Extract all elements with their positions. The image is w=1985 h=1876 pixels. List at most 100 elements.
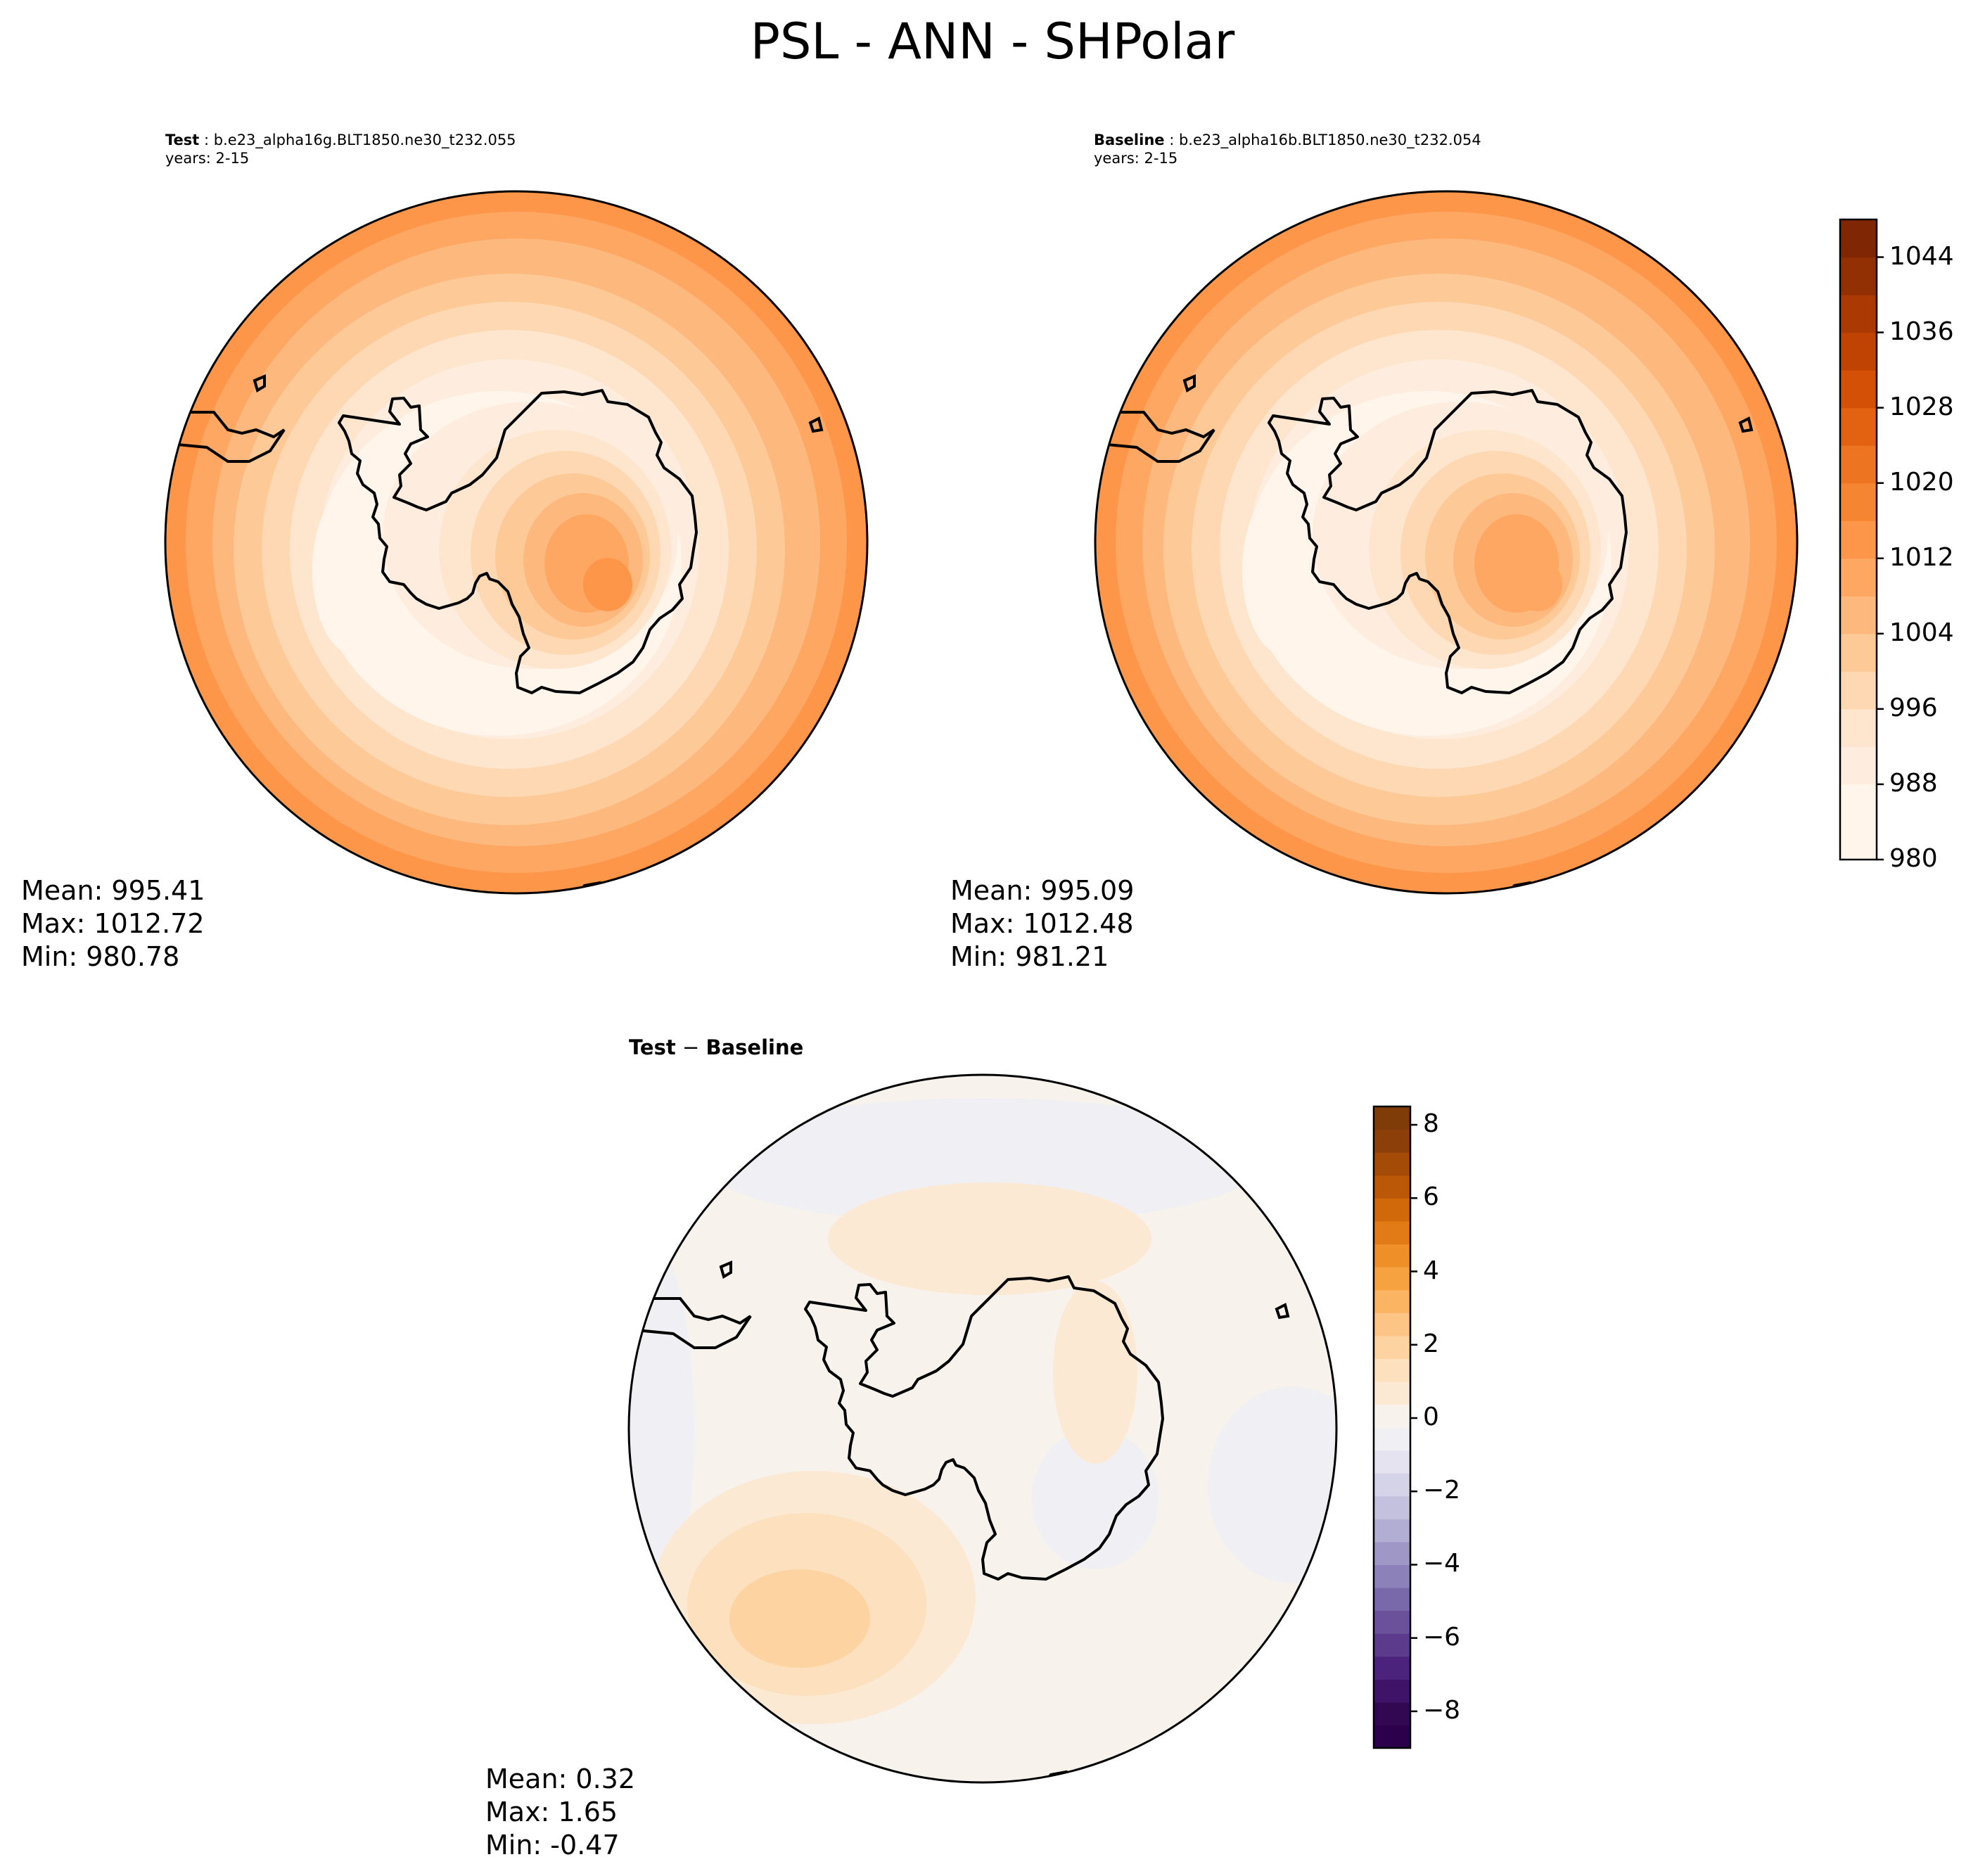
- diff-colorbar-tick-label: 0: [1423, 1402, 1439, 1431]
- baseline-trough-west: [1242, 486, 1327, 655]
- diff-colorbar-band: [1374, 1633, 1410, 1657]
- psl-colorbar-tick-label: 1012: [1889, 542, 1954, 572]
- test-stats: Mean: 995.41 Max: 1012.72 Min: 980.78: [21, 874, 205, 974]
- diff-title-test: Test: [629, 1035, 676, 1059]
- baseline-max: Max: 1012.48: [950, 908, 1134, 939]
- diff-colorbar-band: [1374, 1519, 1410, 1543]
- diff-colorbar-band: [1374, 1450, 1410, 1474]
- baseline-south-america: [1099, 411, 1215, 463]
- diff-stats: Mean: 0.32 Max: 1.65 Min: -0.47: [485, 1763, 635, 1862]
- diff-colorbar-band: [1374, 1702, 1410, 1726]
- psl-colorbar-band: [1840, 558, 1877, 596]
- diff-colorbar-band: [1374, 1267, 1410, 1291]
- test-south-america: [170, 411, 286, 463]
- diff-colorbar-band: [1374, 1541, 1410, 1566]
- diff-colorbar-tick-label: −2: [1423, 1476, 1461, 1505]
- test-label: Test: [165, 132, 200, 148]
- psl-colorbar-band: [1840, 257, 1877, 295]
- diff-neg-coast: [1032, 1429, 1159, 1569]
- diff-south-america: [636, 1297, 752, 1349]
- psl-colorbar-tick-label: 1020: [1889, 467, 1954, 497]
- diff-colorbar-band: [1374, 1289, 1410, 1313]
- psl-colorbar-tick-label: 1036: [1889, 317, 1954, 346]
- test-mean: Mean: 995.41: [21, 875, 205, 906]
- diff-colorbar-tick-label: 2: [1423, 1329, 1439, 1358]
- psl-colorbar-band: [1840, 746, 1877, 785]
- diff-colorbar-band: [1374, 1106, 1410, 1130]
- baseline-case: b.e23_alpha16b.BLT1850.ne30_t232.054: [1178, 132, 1481, 148]
- test-map: [164, 190, 869, 895]
- diff-falklands: [719, 1260, 732, 1280]
- psl-colorbar-band: [1840, 219, 1877, 258]
- diff-island-east: [1275, 1303, 1290, 1320]
- test-falklands: [253, 374, 266, 393]
- diff-colorbar-band: [1374, 1725, 1410, 1749]
- baseline-falklands: [1182, 374, 1196, 393]
- test-trough-west: [312, 486, 397, 655]
- diff-mean: Mean: 0.32: [485, 1763, 636, 1794]
- baseline-stats: Mean: 995.09 Max: 1012.48 Min: 981.21: [950, 874, 1134, 974]
- psl-colorbar-band: [1840, 521, 1877, 559]
- diff-colorbar-tick-label: −8: [1423, 1695, 1461, 1725]
- baseline-map-border: [1094, 190, 1799, 895]
- psl-colorbar-frame: [1839, 218, 1878, 861]
- baseline-years: years: 2-15: [1094, 150, 1178, 167]
- diff-pos-3: [729, 1569, 870, 1668]
- diff-colorbar-band: [1374, 1610, 1410, 1634]
- psl-colorbar-tick-label: 996: [1889, 693, 1938, 722]
- psl-colorbar-tick-label: 988: [1889, 768, 1938, 798]
- diff-colorbar-band: [1374, 1404, 1410, 1428]
- psl-colorbar: [1839, 218, 1884, 861]
- psl-colorbar-band: [1840, 483, 1877, 521]
- diff-colorbar-band: [1374, 1656, 1410, 1680]
- test-subtitle: Test : b.e23_alpha16g.BLT1850.ne30_t232.…: [165, 132, 516, 167]
- psl-colorbar-band: [1840, 445, 1877, 484]
- diff-colorbar-band: [1374, 1220, 1410, 1245]
- psl-colorbar-band: [1840, 822, 1877, 860]
- diff-title: Test − Baseline: [629, 1035, 803, 1059]
- diff-max: Max: 1.65: [485, 1797, 618, 1827]
- diff-colorbar-band: [1374, 1679, 1410, 1703]
- diff-colorbar-band: [1374, 1588, 1410, 1612]
- baseline-min: Min: 981.21: [950, 941, 1109, 972]
- test-case: b.e23_alpha16g.BLT1850.ne30_t232.055: [213, 132, 516, 148]
- diff-colorbar-band: [1374, 1473, 1410, 1497]
- diff-colorbar-frame: [1372, 1105, 1412, 1749]
- diff-pos-interior: [1053, 1281, 1137, 1464]
- diff-colorbar-band: [1374, 1427, 1410, 1451]
- baseline-mean: Mean: 995.09: [950, 875, 1135, 906]
- difference-map: [627, 1073, 1338, 1784]
- psl-colorbar-tick-label: 1028: [1889, 392, 1954, 421]
- psl-colorbar-band: [1840, 596, 1877, 634]
- diff-title-baseline: Baseline: [706, 1035, 804, 1059]
- diff-pos-north: [828, 1182, 1151, 1295]
- diff-colorbar-band: [1374, 1198, 1410, 1222]
- test-min: Min: 980.78: [21, 941, 180, 972]
- diff-neg-north: [701, 1098, 1264, 1225]
- diff-colorbar-band: [1374, 1335, 1410, 1359]
- diff-neg-east: [1208, 1386, 1336, 1583]
- difference-colorbar: [1372, 1105, 1417, 1749]
- diff-colorbar-band: [1374, 1244, 1410, 1268]
- diff-min: Min: -0.47: [485, 1830, 620, 1861]
- psl-colorbar-tick-label: 980: [1889, 844, 1938, 873]
- psl-colorbar-band: [1840, 784, 1877, 823]
- psl-colorbar-band: [1840, 370, 1877, 409]
- baseline-label: Baseline: [1094, 132, 1165, 148]
- diff-colorbar-band: [1374, 1495, 1410, 1519]
- test-island-east: [808, 416, 824, 433]
- psl-colorbar-tick-label: 1004: [1889, 618, 1954, 647]
- psl-colorbar-band: [1840, 633, 1877, 672]
- diff-colorbar-band: [1374, 1381, 1410, 1405]
- test-years: years: 2-15: [165, 150, 250, 167]
- test-map-border: [164, 190, 869, 895]
- diff-colorbar-tick-label: −4: [1423, 1549, 1461, 1578]
- diff-colorbar-band: [1374, 1152, 1410, 1176]
- baseline-subtitle: Baseline : b.e23_alpha16b.BLT1850.ne30_t…: [1094, 132, 1481, 167]
- diff-colorbar-tick-label: 4: [1423, 1256, 1439, 1285]
- baseline-map: [1094, 190, 1799, 895]
- psl-colorbar-band: [1840, 671, 1877, 710]
- test-max: Max: 1012.72: [21, 908, 205, 939]
- psl-colorbar-band: [1840, 295, 1877, 333]
- diff-colorbar-band: [1374, 1313, 1410, 1336]
